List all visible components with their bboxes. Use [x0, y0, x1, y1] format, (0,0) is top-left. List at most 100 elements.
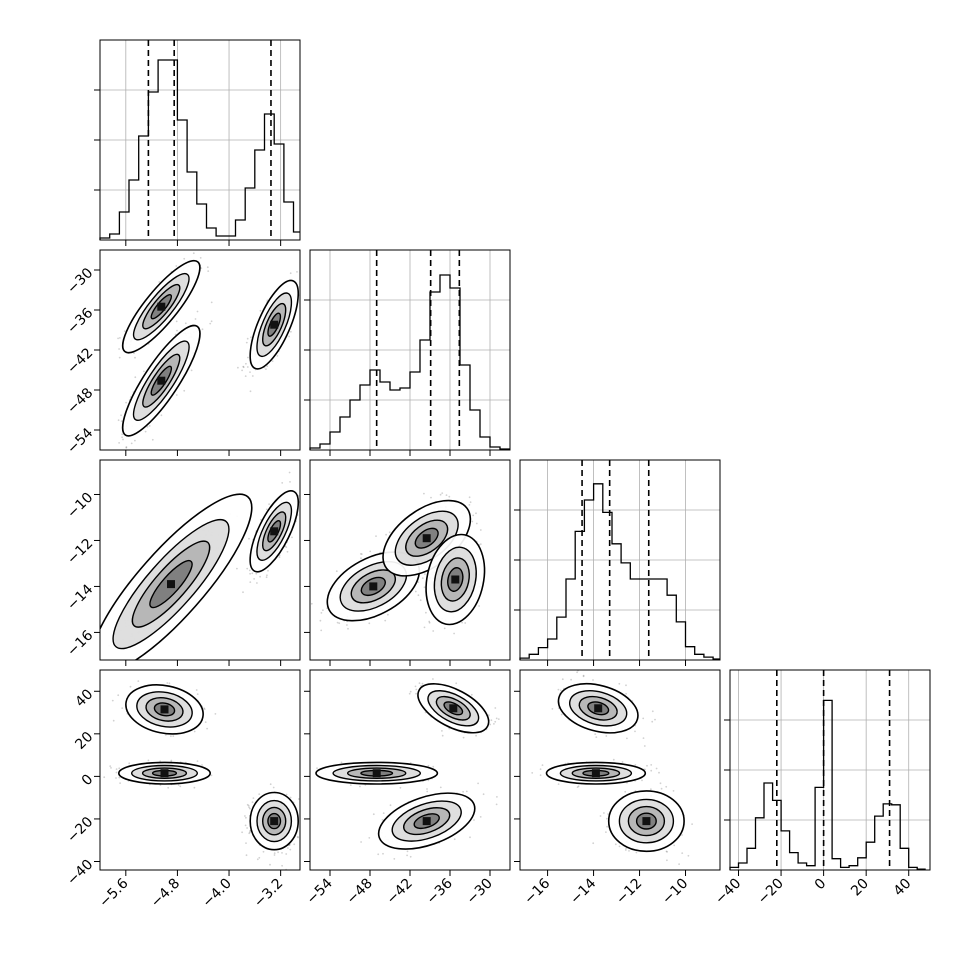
- scatter-point: [430, 496, 432, 499]
- scatter-point: [443, 627, 446, 630]
- scatter-point: [291, 536, 293, 539]
- scatter-point: [120, 420, 123, 422]
- scatter-point: [110, 767, 112, 769]
- pair-panel-0-3: [99, 669, 306, 871]
- scatter-point: [251, 801, 254, 804]
- scatter-point: [258, 856, 261, 859]
- scatter-point: [144, 430, 147, 433]
- scatter-point: [417, 581, 420, 583]
- scatter-point: [471, 520, 474, 523]
- scatter-point: [346, 624, 348, 626]
- scatter-point: [151, 438, 154, 441]
- scatter-point: [288, 471, 291, 474]
- scatter-point: [428, 620, 431, 623]
- scatter-point: [210, 320, 213, 323]
- scatter-point: [241, 831, 244, 834]
- density-mode-0-2-1: [249, 490, 300, 573]
- scatter-point: [269, 863, 271, 866]
- density-mode-0-1-2: [249, 279, 300, 370]
- scatter-point: [424, 573, 426, 575]
- scatter-point: [177, 784, 180, 786]
- scatter-point: [249, 581, 252, 583]
- scatter-point: [441, 492, 444, 494]
- panel-frame: [99, 669, 301, 871]
- scatter-point: [201, 764, 203, 766]
- scatter-point: [384, 619, 387, 622]
- scatter-point: [472, 514, 475, 517]
- scatter-point: [148, 425, 151, 427]
- scatter-point: [478, 605, 480, 607]
- scatter-point: [244, 815, 246, 817]
- scatter-point: [419, 599, 422, 602]
- scatter-point: [255, 572, 258, 575]
- scatter-point: [109, 663, 111, 665]
- scatter-point: [475, 512, 477, 515]
- scatter-point: [122, 438, 124, 441]
- scatter-point: [304, 817, 306, 819]
- scatter-point: [196, 760, 199, 762]
- density-peak: [270, 527, 279, 536]
- scatter-point: [137, 680, 140, 682]
- scatter-point: [432, 630, 435, 632]
- scatter-point: [172, 735, 175, 737]
- scatter-point: [289, 796, 292, 799]
- scatter-point: [118, 776, 121, 779]
- scatter-point: [130, 442, 133, 445]
- scatter-point: [192, 252, 195, 255]
- scatter-point: [128, 762, 131, 765]
- scatter-point: [251, 572, 254, 575]
- scatter-point: [183, 257, 186, 260]
- scatter-point: [296, 271, 298, 273]
- scatter-point: [246, 337, 249, 340]
- scatter-point: [265, 508, 268, 511]
- scatter-point: [248, 537, 250, 540]
- scatter-point: [193, 786, 196, 789]
- scatter-point: [249, 390, 252, 393]
- scatter-point: [468, 504, 471, 506]
- scatter-point: [290, 330, 292, 333]
- scatter-point: [423, 586, 426, 589]
- scatter-point: [183, 389, 186, 392]
- scatter-point: [259, 575, 261, 578]
- scatter-point: [204, 721, 207, 723]
- scatter-point: [423, 492, 425, 495]
- scatter-point: [242, 366, 245, 369]
- scatter-point: [210, 301, 213, 304]
- scatter-point: [368, 622, 371, 625]
- scatter-point: [121, 433, 124, 436]
- scatter-point: [209, 322, 212, 325]
- scatter-point: [439, 493, 442, 496]
- scatter-point: [112, 719, 115, 722]
- scatter-point: [103, 776, 106, 779]
- scatter-point: [104, 672, 106, 674]
- scatter-point: [244, 375, 247, 377]
- scatter-point: [265, 576, 268, 579]
- scatter-point: [246, 366, 249, 368]
- scatter-point: [245, 854, 248, 857]
- density-peak: [157, 376, 166, 385]
- scatter-point: [276, 355, 279, 357]
- scatter-point: [347, 627, 349, 630]
- scatter-point: [123, 330, 126, 332]
- scatter-point: [315, 450, 317, 452]
- scatter-point: [281, 482, 284, 484]
- scatter-point: [175, 320, 178, 323]
- scatter-point: [289, 272, 292, 275]
- scatter-point: [287, 847, 289, 849]
- scatter-point: [289, 481, 291, 483]
- scatter-point: [259, 309, 262, 312]
- scatter-point: [266, 574, 268, 577]
- scatter-point: [121, 707, 124, 709]
- scatter-point: [301, 503, 303, 505]
- scatter-point: [273, 852, 276, 854]
- scatter-point: [115, 777, 117, 779]
- scatter-point: [335, 570, 338, 573]
- panel-frame: [99, 459, 301, 661]
- scatter-point: [293, 843, 296, 846]
- scatter-point: [207, 270, 210, 272]
- scatter-point: [129, 685, 132, 688]
- scatter-point: [414, 590, 417, 593]
- scatter-point: [245, 842, 247, 844]
- scatter-point: [475, 522, 478, 525]
